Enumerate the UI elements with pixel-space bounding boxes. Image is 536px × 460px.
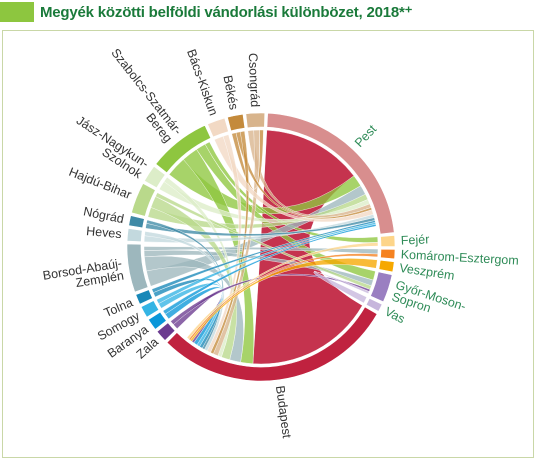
ribbon-tolna-to-pest — [151, 220, 376, 293]
ribbon-vas-to-gyor-moson-sopron — [313, 271, 370, 304]
chord-diagram: PestFejérKomárom-EsztergomVeszprémGyőr-M… — [42, 46, 519, 440]
ribbon-bacs-kiskun-to-budapest — [206, 134, 242, 353]
arc-hajdu-bihar — [131, 183, 156, 217]
arc-vas — [365, 298, 383, 312]
label-bekes: Békés — [220, 74, 240, 111]
arc-tolna — [135, 289, 153, 305]
title-row: Megyék közötti belföldi vándorlási külön… — [0, 0, 536, 26]
arc-bacs-kiskun — [207, 117, 229, 138]
arc-komarom-esztergom — [380, 248, 396, 260]
arc-bekes — [227, 113, 246, 132]
arc-csongrad — [245, 112, 266, 129]
ribbon-nograd-to-budapest — [146, 219, 224, 350]
arc-heves — [126, 228, 143, 242]
label-fejer: Fejér — [401, 232, 430, 247]
arc-gyor-moson-sopron — [370, 271, 393, 303]
label-bacs-kiskun: Bács-Kiskun — [184, 47, 221, 117]
arc-pest — [266, 112, 395, 235]
ribbon-zala-to-gyor-moson-sopron — [170, 273, 371, 325]
ribbon-komarom-esztergom-to-budapest — [188, 253, 379, 341]
label-heves: Heves — [86, 224, 123, 241]
label-szabolcs-szatmar-bereg: Szabolcs-Szatmár-Bereg — [99, 46, 185, 145]
arc-budapest — [166, 306, 378, 382]
label-nograd: Nógrád — [82, 204, 125, 226]
ribbon-hajdu-bihar-to-budapest — [150, 196, 237, 360]
ribbon-layer — [143, 129, 379, 365]
arc-baranya — [148, 311, 167, 330]
label-komarom-esztergom: Komárom-Esztergom — [400, 247, 519, 267]
ribbon-bekes-to-budapest — [210, 130, 249, 355]
page-title: Megyék közötti belföldi vándorlási külön… — [40, 4, 413, 21]
arc-somogy — [140, 300, 160, 318]
label-csongrad: Csongrád — [246, 53, 262, 108]
ribbon-borsod-abauj-zemplen-to-budapest — [144, 255, 244, 363]
arc-veszprem — [378, 259, 395, 273]
arc-zala — [156, 322, 176, 341]
ribbon-fejer-to-budapest — [186, 242, 379, 340]
ribbon-veszprem-to-budapest — [190, 258, 378, 342]
arc-borsod-abauj-zemplen — [126, 243, 149, 293]
ribbon-baranya-to-pest — [162, 224, 377, 315]
label-budapest: Budapest — [273, 385, 294, 440]
arc-jasz-nagykun-szolnok — [144, 165, 166, 189]
arc-szabolcs-szatmar-bereg — [155, 124, 212, 174]
label-vas: Vas — [382, 304, 407, 326]
ribbon-szabolcs-szatmar-bereg-to-fejer — [204, 141, 379, 243]
label-borsod-abauj-zemplen: Borsod-Abaúj-Zemplén — [42, 256, 125, 295]
title-accent-bar — [0, 2, 34, 22]
chart-frame: Pest Fejér Komárom-Esztergom Veszprém Győr-M… — [2, 30, 534, 458]
label-pest: Pest — [352, 122, 380, 150]
ribbon-jasz-nagykun-szolnok-to-budapest — [163, 176, 234, 358]
ribbon-somogy-to-pest — [156, 222, 377, 304]
arc-layer — [126, 112, 396, 382]
ribbon-heves-to-budapest — [144, 231, 225, 352]
arc-nograd — [128, 215, 145, 229]
arc-fejer — [380, 235, 396, 247]
